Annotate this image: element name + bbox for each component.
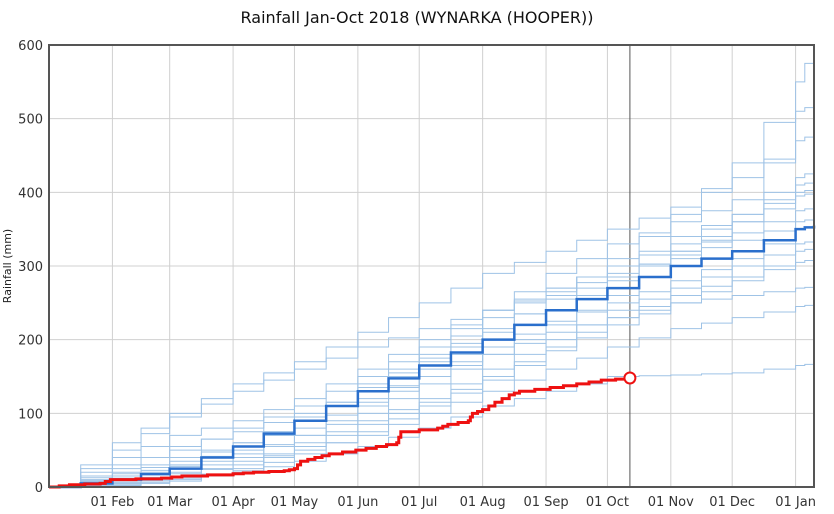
y-tick-label: 0 (35, 481, 43, 496)
ensemble-series-line (49, 286, 815, 488)
x-tick-label: 01 Oct (586, 495, 629, 510)
x-tick-label: 01 Jan (775, 495, 816, 510)
ensemble-series-line (49, 247, 815, 488)
ensemble-series-line (49, 240, 815, 488)
ensemble-series-line (49, 363, 815, 488)
x-tick-label: 01 Apr (212, 495, 256, 510)
ensemble-series-line (49, 181, 815, 488)
y-tick-label: 500 (18, 113, 43, 128)
ensemble-series-line (49, 207, 815, 488)
y-tick-label: 600 (18, 39, 43, 54)
y-tick-label: 400 (18, 186, 43, 201)
x-tick-label: 01 Sep (523, 495, 568, 510)
plot-frame (48, 44, 815, 488)
ensemble-series-line (49, 188, 815, 488)
ensemble-series-line (49, 218, 815, 488)
x-tick-label: 01 Dec (709, 495, 755, 510)
current-value-marker (623, 371, 637, 385)
y-tick-label: 200 (18, 334, 43, 349)
y-tick-label: 300 (18, 260, 43, 275)
current-year-series-line (49, 377, 632, 489)
x-tick-label: 01 May (271, 495, 319, 510)
median-series-line (49, 225, 816, 489)
ensemble-series-line (49, 304, 815, 488)
chart-title: Rainfall Jan-Oct 2018 (WYNARKA (HOOPER)) (240, 8, 594, 27)
x-tick-label: 01 Aug (460, 495, 506, 510)
x-tick-label: 01 Jun (337, 495, 378, 510)
ensemble-series-line (49, 225, 815, 488)
y-tick-label: 100 (18, 407, 43, 422)
x-tick-label: 01 Mar (147, 495, 193, 510)
x-tick-label: 01 Jul (401, 495, 437, 510)
y-axis-label: Rainfall (mm) (1, 229, 14, 303)
x-tick-label: 01 Nov (648, 495, 694, 510)
ensemble-series-line (49, 258, 815, 488)
x-tick-label: 01 Feb (91, 495, 135, 510)
